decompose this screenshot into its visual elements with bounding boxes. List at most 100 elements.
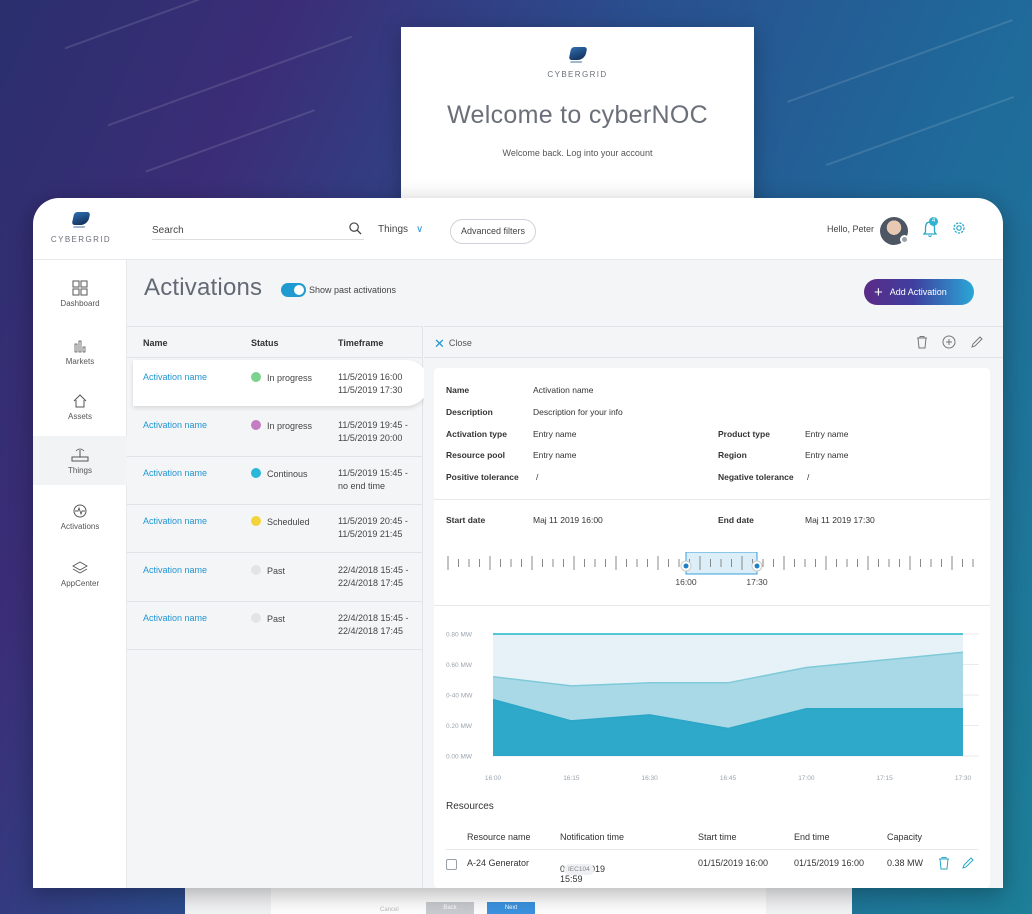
start-time: 01/15/2019 16:00 [698,858,769,868]
x-tick-label: 16:00 [485,775,502,782]
capacity: 0.38 MW [887,858,924,868]
advanced-filters-button[interactable]: Advanced filters [450,219,537,244]
row-checkbox[interactable] [446,859,457,870]
next-button[interactable]: Next [487,902,535,914]
region-label: Region [718,450,747,460]
timeframe-start: 22/4/2018 15:45 - [338,613,409,623]
activation-name-link[interactable]: Activation name [143,468,208,478]
product-type-label: Product type [718,429,770,439]
show-past-activations-toggle[interactable] [281,283,306,297]
status: Past [251,613,285,624]
time-range-slider[interactable]: 16:00 17:30 [446,552,976,592]
trash-icon[interactable] [915,335,929,349]
product-type-value: Entry name [805,429,849,439]
end-date-label: End date [718,515,754,525]
y-tick-label: 0.80 MW [446,632,473,639]
main-content: Activations Show past activations + Add A… [127,260,1003,888]
things-dropdown-label: Things [378,224,409,235]
column-header-name[interactable]: Name [143,338,168,348]
add-circle-icon[interactable] [942,335,956,349]
list-item[interactable]: Activation name In progress 11/5/2019 16:0… [133,360,429,406]
status-label: Continous [267,469,308,479]
series-area-2 [493,699,963,756]
activation-name-link[interactable]: Activation name [143,613,208,623]
x-tick-label: 16:45 [720,775,737,782]
handle-end-label: 17:30 [746,577,768,587]
activation-name-link[interactable]: Activation name [143,516,208,526]
gear-icon[interactable] [951,220,967,236]
status-label: Scheduled [267,517,310,527]
column-header-notification-time: Notification time [560,832,625,842]
positive-tolerance-value: / [536,472,539,482]
status: Past [251,565,285,576]
sidebar-item-things[interactable]: Things [33,436,127,485]
edit-icon[interactable] [961,856,975,870]
timeframe-end: 11/5/2019 17:30 [338,385,403,395]
app-logo[interactable]: CYBERGRID [45,212,117,244]
edit-icon[interactable] [970,335,984,349]
x-tick-label: 16:15 [563,775,580,782]
sidebar-item-assets[interactable]: Assets [33,393,127,443]
status-label: Past [267,566,286,576]
things-dropdown[interactable]: Things ∨ [378,224,423,235]
timeframe-end: 11/5/2019 20:00 [338,433,403,443]
login-logo: CYBERGRID [401,47,754,79]
y-tick-label: 0.60 MW [446,662,473,669]
sidebar-item-activations[interactable]: Activations [33,503,127,553]
column-header-resource-name: Resource name [467,832,531,842]
login-card: CYBERGRID Welcome to cyberNOC Welcome ba… [401,27,754,227]
add-activation-button[interactable]: + Add Activation [864,279,974,305]
trash-icon[interactable] [938,856,950,870]
login-subtitle: Welcome back. Log into your account [502,148,653,158]
activation-name-link[interactable]: Activation name [143,372,208,382]
list-item[interactable]: Activation name In progress 11/5/2019 19:4… [127,408,423,457]
timeframe: 22/4/2018 15:45 - 22/4/2018 17:45 [338,564,409,590]
activation-info-section: Name Activation name Description Descrip… [434,368,990,500]
start-date-label: Start date [446,515,486,525]
close-button[interactable]: ✕ Close [434,336,472,352]
back-button[interactable]: Back [426,902,474,914]
column-header-timeframe[interactable]: Timeframe [338,338,384,348]
timeframe-start: 11/5/2019 19:45 - [338,420,408,430]
list-item[interactable]: Activation name Scheduled 11/5/2019 20:45 … [127,504,423,553]
close-icon: ✕ [434,336,445,351]
handle-start-label: 16:00 [675,577,697,587]
detail-toolbar: ✕ Close [424,326,1003,358]
name-label: Name [446,385,470,395]
activation-detail-panel: ✕ Close Name Activation name Description … [424,326,1003,888]
timeframe-start: 11/5/2019 16:00 [338,372,403,382]
activation-name-link[interactable]: Activation name [143,420,208,430]
status: Continous [251,468,308,479]
x-tick-label: 17:30 [955,775,972,782]
resources-table-header: Resource name Notification time Start ti… [446,824,978,850]
activation-type-value: Entry name [533,429,577,439]
activation-type-label: Activation type [446,429,507,439]
timeframe: 11/5/2019 16:00 11/5/2019 17:30 [338,371,402,397]
status-dot [251,516,261,526]
cybergrid-logo-icon [71,212,91,225]
timeframe: 11/5/2019 15:45 - no end time [338,467,408,493]
app-window: CYBERGRID Things ∨ Advanced filters Hello… [33,198,1003,888]
list-item[interactable]: Activation name Past 22/4/2018 15:45 -22/4… [127,601,423,650]
x-tick-label: 17:00 [798,775,815,782]
list-item[interactable]: Activation name Continous 11/5/2019 15:45 … [127,456,423,505]
list-item[interactable]: Activation name Past 22/4/2018 15:45 -22/4… [127,553,423,602]
status-dot [251,420,261,430]
timeframe-start: 11/5/2019 20:45 - [338,516,408,526]
sidebar-item-dashboard[interactable]: Dashboard [33,280,127,330]
plus-icon: + [874,284,883,301]
search-icon[interactable] [349,222,362,235]
cancel-button[interactable]: Cancel [380,907,399,913]
search-input[interactable] [152,225,332,236]
activation-name-link[interactable]: Activation name [143,565,208,575]
sidebar-item-markets[interactable]: Markets [33,338,127,388]
chevron-down-icon: ∨ [416,224,424,235]
status-label: Past [267,614,286,624]
timeframe-end: 22/4/2018 17:45 [338,578,404,588]
sidebar-item-appcenter[interactable]: AppCenter [33,560,127,610]
timeframe: 11/5/2019 19:45 - 11/5/2019 20:00 [338,419,408,445]
column-header-status[interactable]: Status [251,338,279,348]
status-dot [251,565,261,575]
toggle-label: Show past activations [309,285,397,295]
